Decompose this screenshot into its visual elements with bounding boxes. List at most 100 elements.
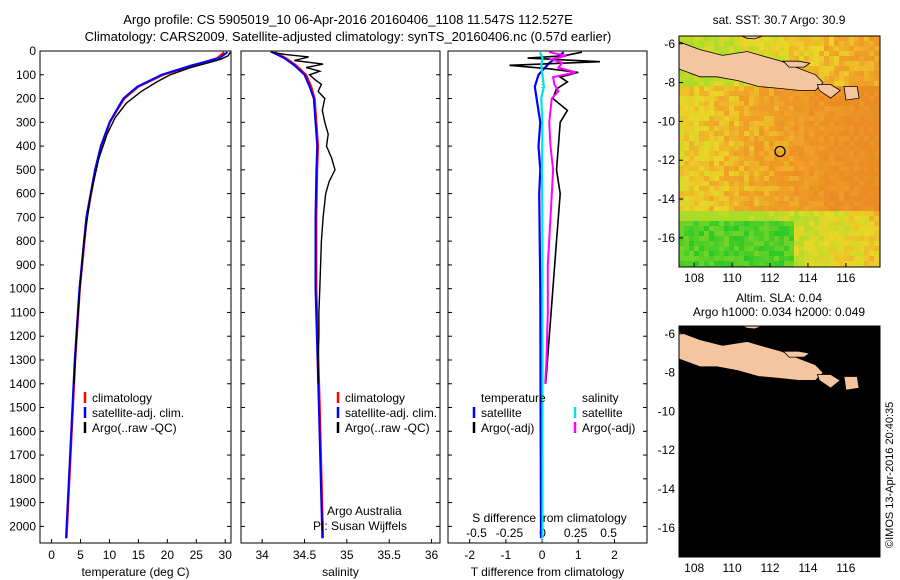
sla-cell: [694, 496, 699, 501]
sst-cell: [754, 206, 759, 211]
sla-cell: [799, 396, 804, 401]
sla-cell: [694, 481, 699, 486]
sla-cell: [779, 411, 784, 416]
sla-cell: [709, 461, 714, 466]
sla-cell: [759, 496, 764, 501]
sst-cell: [854, 131, 859, 136]
sst-cell: [684, 161, 689, 166]
sla-cell: [864, 381, 869, 386]
sst-cell: [789, 196, 794, 201]
sst-cell: [829, 166, 834, 171]
sst-cell: [779, 141, 784, 146]
sla-cell: [839, 436, 844, 441]
sla-cell: [829, 426, 834, 431]
sst-cell: [789, 191, 794, 196]
sst-cell: [834, 171, 839, 176]
sla-cell: [779, 381, 784, 386]
sst-cell: [874, 221, 879, 226]
sst-cell: [824, 166, 829, 171]
sla-cell: [844, 466, 849, 471]
sst-cell: [834, 136, 839, 141]
sst-cell: [824, 261, 829, 266]
sla-cell: [734, 456, 739, 461]
sla-cell: [814, 381, 819, 386]
sst-cell: [839, 101, 844, 106]
sla-cell: [829, 371, 834, 376]
sst-cell: [824, 141, 829, 146]
sla-cell: [864, 491, 869, 496]
sst-cell: [869, 91, 874, 96]
sst-cell: [824, 196, 829, 201]
sst-cell: [809, 116, 814, 121]
sst-cell: [694, 256, 699, 261]
sst-cell: [719, 86, 724, 91]
sst-cell: [834, 196, 839, 201]
sla-cell: [714, 531, 719, 536]
sla-cell: [789, 341, 794, 346]
sla-cell: [719, 401, 724, 406]
sst-cell: [704, 81, 709, 86]
sst-cell: [699, 136, 704, 141]
sla-cell: [829, 446, 834, 451]
sla-cell: [839, 406, 844, 411]
s-diff-tick-label: 0.5: [600, 526, 617, 540]
sst-y-tick-label: -12: [658, 153, 676, 167]
sla-cell: [829, 501, 834, 506]
sla-cell: [844, 451, 849, 456]
sst-cell: [704, 231, 709, 236]
sla-cell: [719, 451, 724, 456]
sst-cell: [754, 136, 759, 141]
sla-cell: [854, 521, 859, 526]
sst-cell: [784, 261, 789, 266]
sst-cell: [814, 181, 819, 186]
sst-cell: [724, 246, 729, 251]
sst-cell: [729, 216, 734, 221]
sla-cell: [839, 441, 844, 446]
y-tick-label: 900: [16, 258, 36, 272]
sla-cell: [744, 411, 749, 416]
sla-cell: [774, 421, 779, 426]
sst-cell: [684, 171, 689, 176]
sst-cell: [684, 241, 689, 246]
sla-cell: [689, 406, 694, 411]
salinity-legend-label: Argo(..raw -QC): [345, 421, 430, 435]
sla-cell: [814, 546, 819, 551]
sst-cell: [824, 126, 829, 131]
sst-cell: [854, 156, 859, 161]
sla-cell: [819, 336, 824, 341]
sla-cell: [809, 516, 814, 521]
sst-cell: [779, 181, 784, 186]
sst-cell: [744, 176, 749, 181]
sst-cell: [754, 251, 759, 256]
sla-cell: [799, 521, 804, 526]
sst-cell: [774, 46, 779, 51]
sla-cell: [784, 436, 789, 441]
sla-cell: [829, 411, 834, 416]
sla-cell: [814, 446, 819, 451]
sst-cell: [689, 101, 694, 106]
sst-cell: [829, 236, 834, 241]
sst-cell: [874, 116, 879, 121]
sla-cell: [869, 526, 874, 531]
sst-cell: [784, 246, 789, 251]
sla-cell: [764, 381, 769, 386]
sst-cell: [749, 156, 754, 161]
sla-cell: [859, 511, 864, 516]
sla-cell: [839, 531, 844, 536]
sst-cell: [734, 196, 739, 201]
sla-cell: [819, 461, 824, 466]
sla-cell: [779, 431, 784, 436]
sla-cell: [719, 521, 724, 526]
sst-cell: [844, 126, 849, 131]
sla-cell: [689, 411, 694, 416]
sla-cell: [859, 371, 864, 376]
sst-argo-location-marker: [774, 145, 786, 158]
sla-cell: [844, 536, 849, 541]
sst-cell: [799, 116, 804, 121]
sst-cell: [709, 226, 714, 231]
sla-cell: [679, 381, 684, 386]
sla-cell: [719, 396, 724, 401]
sla-cell: [844, 421, 849, 426]
sla-cell: [714, 546, 719, 551]
sla-cell: [874, 496, 879, 501]
